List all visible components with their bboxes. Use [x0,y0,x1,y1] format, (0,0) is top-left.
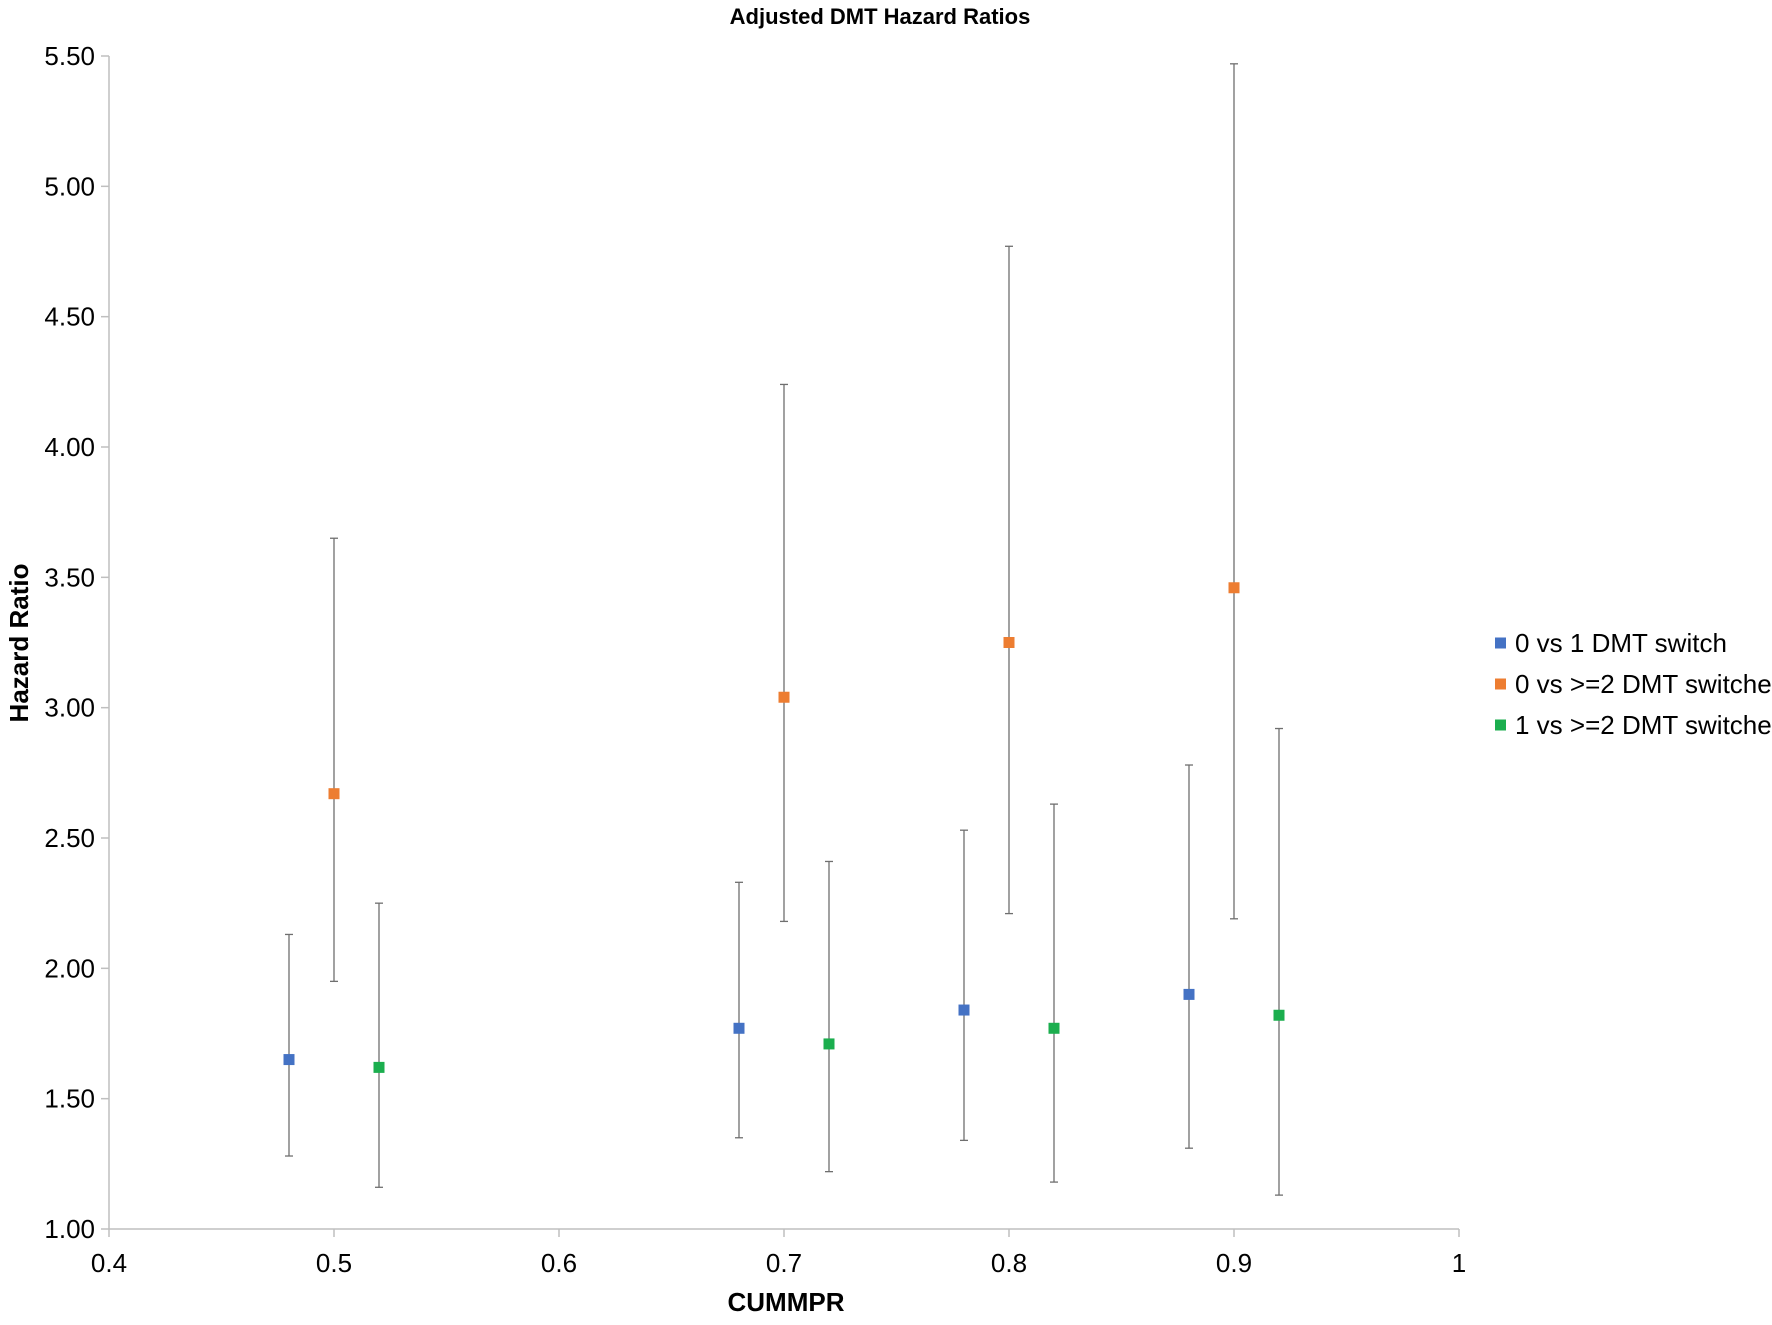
x-tick-label: 0.5 [316,1248,352,1278]
legend-swatch [1495,719,1506,731]
x-tick-label: 0.8 [991,1248,1027,1278]
x-tick-label: 0.4 [91,1248,127,1278]
data-point-marker [1048,1022,1060,1034]
data-point-marker [328,788,340,800]
x-tick-label: 1 [1452,1248,1466,1278]
error-bars [285,63,1283,1196]
y-tick-label: 4.00 [44,432,95,462]
data-point-marker [1273,1009,1285,1021]
x-tick-label: 0.6 [541,1248,577,1278]
legend-swatch [1495,678,1506,690]
x-tick-label: 0.7 [766,1248,802,1278]
chart-title: Adjusted DMT Hazard Ratios [730,4,1031,29]
y-tick-label: 2.50 [44,823,95,853]
y-tick-label: 4.50 [44,302,95,332]
tick-labels: 1.00 1.50 2.00 2.50 3.00 3.50 4.00 4.50 5.00 5.50… [44,41,1466,1278]
y-tick-label: 5.50 [44,41,95,71]
legend: 0 vs 1 DMT switch 0 vs >=2 DMT switches 1 … [1495,628,1772,740]
legend-label: 1 vs >=2 DMT switches [1515,710,1772,740]
y-tick-label: 3.00 [44,693,95,723]
y-tick-label: 2.00 [44,953,95,983]
data-point-marker [373,1061,385,1073]
y-tick-label: 3.50 [44,562,95,592]
x-tick-label: 0.9 [1216,1248,1252,1278]
axes [101,55,1460,1237]
data-point-marker [778,691,790,703]
y-axis-title: Hazard Ratio [4,564,34,723]
legend-label: 0 vs 1 DMT switch [1515,628,1727,658]
y-tick-label: 5.00 [44,171,95,201]
data-markers [283,582,1285,1073]
y-tick-label: 1.50 [44,1084,95,1114]
x-axis-title: CUMMPR [728,1287,845,1317]
data-point-marker [283,1054,295,1066]
legend-label: 0 vs >=2 DMT switches [1515,669,1772,699]
legend-swatch [1495,637,1506,649]
data-point-marker [1228,582,1240,594]
y-tick-label: 1.00 [44,1214,95,1244]
data-point-marker [733,1022,745,1034]
data-point-marker [1003,637,1015,648]
data-point-marker [958,1004,970,1016]
data-point-marker [823,1038,835,1050]
data-point-marker [1183,988,1195,1000]
